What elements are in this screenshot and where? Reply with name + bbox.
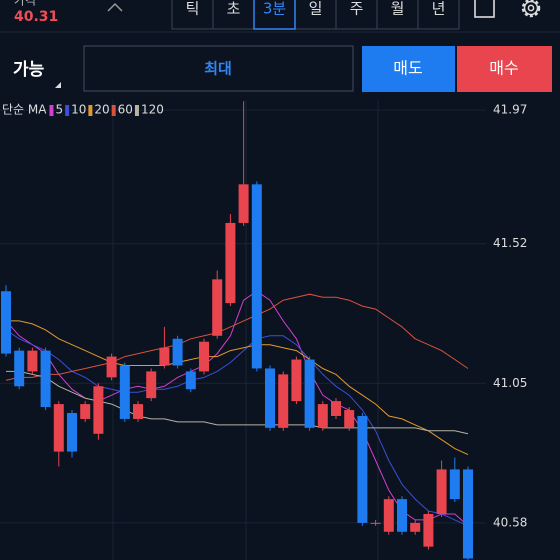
candle-body xyxy=(317,404,328,428)
y-tick-label: 41.05 xyxy=(493,376,527,390)
ma-line xyxy=(5,293,469,381)
timeframe-button[interactable] xyxy=(171,0,214,30)
legend-swatch xyxy=(88,105,93,116)
candle-body xyxy=(212,279,223,336)
candle-body xyxy=(159,347,170,366)
candle-body xyxy=(397,499,407,532)
max-button-label: 최대 xyxy=(204,60,232,78)
ma-line xyxy=(6,320,469,456)
max-button[interactable] xyxy=(83,45,354,92)
timeframe-button[interactable] xyxy=(417,0,460,30)
timeframe-button[interactable] xyxy=(376,0,419,30)
candle-body xyxy=(146,371,157,399)
candle-body xyxy=(251,184,262,369)
dropdown-triangle xyxy=(55,82,61,88)
candle-body xyxy=(370,522,381,524)
legend-swatch xyxy=(111,105,116,116)
candle-body xyxy=(410,522,421,532)
collapse-chevron[interactable] xyxy=(107,2,123,12)
available-label: 가능 xyxy=(13,60,45,80)
candle-body xyxy=(238,184,249,223)
timeframe-button[interactable] xyxy=(335,0,378,30)
ma-line xyxy=(5,290,469,527)
candle-body xyxy=(119,365,130,419)
legend-label: 10 xyxy=(71,103,86,117)
candle-body xyxy=(67,413,77,452)
candle-body xyxy=(172,338,183,366)
legend-label: 120 xyxy=(141,103,164,117)
candle-body xyxy=(14,350,25,387)
current-price: 40.31 xyxy=(14,9,58,25)
y-tick-label: 41.52 xyxy=(493,236,527,250)
candle-body xyxy=(106,356,117,378)
timeframe-button[interactable] xyxy=(294,0,337,30)
price-label: 가격 xyxy=(14,0,36,8)
candle-body xyxy=(40,350,51,408)
candle-body xyxy=(344,410,355,428)
layout-button[interactable] xyxy=(474,0,495,18)
legend: 단순 MA 5 10 20 60 120 xyxy=(2,103,164,117)
candle-body xyxy=(463,469,473,559)
timeframe-label: 초 xyxy=(227,0,241,18)
candle-body xyxy=(80,404,91,419)
y-tick-label: 40.58 xyxy=(493,515,527,529)
timeframe-selected xyxy=(253,0,296,30)
timeframe-button[interactable] xyxy=(212,0,255,30)
legend-swatch xyxy=(49,105,54,116)
ma-line xyxy=(6,370,469,435)
candle-body xyxy=(331,401,341,416)
timeframe-label: 틱 xyxy=(186,0,200,18)
candle-body xyxy=(27,350,38,372)
candle-body xyxy=(199,341,209,372)
sell-button[interactable] xyxy=(362,46,455,92)
candle-body xyxy=(383,499,394,532)
candle-body xyxy=(449,469,460,500)
settings-button[interactable] xyxy=(521,0,541,18)
buy-button[interactable] xyxy=(457,46,552,92)
legend-title: 단순 MA xyxy=(2,103,47,117)
timeframe-label: 주 xyxy=(350,0,364,18)
ma-line xyxy=(5,329,469,527)
timeframe-label: 년 xyxy=(432,0,446,18)
plot xyxy=(1,101,473,560)
legend-label: 5 xyxy=(55,103,63,117)
candle-body xyxy=(1,291,11,354)
candle-body xyxy=(53,404,64,452)
candle-body xyxy=(423,513,434,547)
candle-body xyxy=(291,359,302,402)
legend-label: 20 xyxy=(94,103,109,117)
y-tick-label: 41.97 xyxy=(493,103,527,117)
grid: 41.97 41.52 41.05 40.58 xyxy=(0,103,527,529)
timeframe-label: 일 xyxy=(309,0,323,18)
candle-body xyxy=(304,359,315,428)
timeframe-label: 월 xyxy=(391,0,405,18)
timeframe-bar: 틱 초 3분 일 주 월 년 xyxy=(171,0,460,30)
candle-body xyxy=(357,415,368,523)
candle-body xyxy=(225,222,236,304)
candle-body xyxy=(436,469,447,514)
legend-swatch xyxy=(134,105,139,116)
candle-body xyxy=(133,404,143,419)
candle-body xyxy=(185,371,196,390)
sell-button-label: 매도 xyxy=(393,59,422,78)
buy-button-label: 매수 xyxy=(489,59,518,78)
candle-body xyxy=(265,368,275,428)
candle-body xyxy=(278,374,289,428)
candle-body xyxy=(93,386,104,434)
legend-label: 60 xyxy=(118,103,133,117)
legend-swatch xyxy=(65,105,70,116)
timeframe-label: 3분 xyxy=(263,0,287,18)
